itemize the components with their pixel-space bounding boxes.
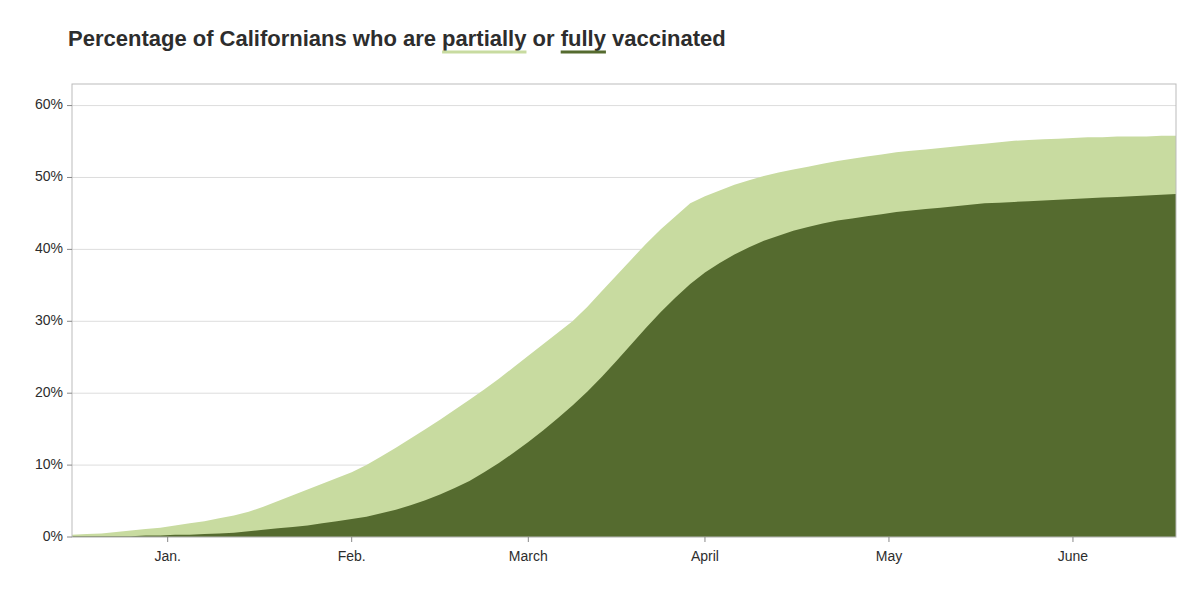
x-tick [704, 537, 705, 542]
title-underline [561, 51, 606, 54]
y-tick-label: 60% [35, 96, 63, 112]
title: Percentage of Californians who are parti… [68, 26, 726, 51]
y-tick [67, 393, 72, 394]
y-tick [67, 177, 72, 178]
grid-line [72, 105, 1176, 106]
title-underline [442, 51, 526, 54]
y-tick-label: 10% [35, 456, 63, 472]
x-tick-label: March [509, 548, 548, 564]
x-tick-label: April [691, 548, 719, 564]
y-axis: 0% 10% 20% 30% 40% 50% 60% [35, 96, 72, 543]
area [72, 136, 1176, 537]
x-tick [167, 537, 168, 542]
y-tick-label: 40% [35, 240, 63, 256]
areas [72, 136, 1176, 537]
x-tick [528, 537, 529, 542]
chart: 0% 10% 20% 30% 40% 50% 60% Jan. Feb. March April Ma… [0, 0, 1200, 589]
x-tick-label: Feb. [338, 548, 366, 564]
y-tick [67, 105, 72, 106]
plot-frame [72, 84, 1176, 537]
y-tick-label: 30% [35, 312, 63, 328]
grid [72, 106, 1176, 537]
area [72, 194, 1176, 537]
x-tick-label: May [876, 548, 902, 564]
background [0, 0, 1200, 589]
y-tick [67, 249, 72, 250]
x-tick-label: Jan. [154, 548, 180, 564]
y-tick [67, 537, 72, 538]
y-tick [67, 321, 72, 322]
y-tick-label: 0% [43, 528, 63, 544]
x-tick [1072, 537, 1073, 542]
y-tick-label: 20% [35, 384, 63, 400]
x-tick [888, 537, 889, 542]
x-axis: Jan. Feb. March April May June [154, 537, 1088, 564]
x-tick-label: June [1058, 548, 1089, 564]
x-tick [351, 537, 352, 542]
y-tick-label: 50% [35, 168, 63, 184]
y-tick [67, 465, 72, 466]
